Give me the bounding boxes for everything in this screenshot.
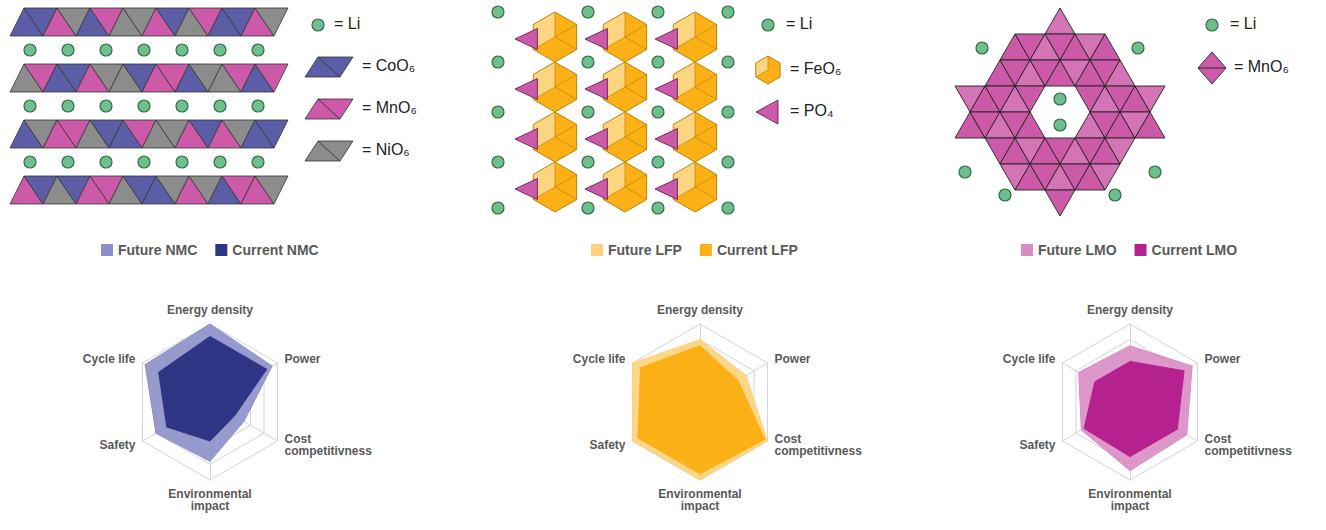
svg-text:impact: impact <box>681 499 720 513</box>
svg-text:Energy density: Energy density <box>1087 303 1173 317</box>
svg-text:Cost: Cost <box>1204 432 1232 446</box>
svg-text:impact: impact <box>191 499 230 513</box>
svg-text:Environmental: Environmental <box>658 487 742 501</box>
svg-text:Cost: Cost <box>284 432 312 446</box>
svg-text:Cycle life: Cycle life <box>573 352 626 366</box>
svg-text:Cycle life: Cycle life <box>83 352 136 366</box>
svg-text:= PO₄: = PO₄ <box>790 102 833 119</box>
svg-text:= Li: = Li <box>1230 15 1256 32</box>
svg-text:Future NMC: Future NMC <box>118 242 197 258</box>
svg-text:Safety: Safety <box>1019 438 1055 452</box>
svg-text:competitivness: competitivness <box>774 444 862 458</box>
svg-text:Environmental: Environmental <box>168 487 252 501</box>
svg-text:Energy density: Energy density <box>657 303 743 317</box>
svg-text:Current LMO: Current LMO <box>1152 242 1238 258</box>
svg-text:Current NMC: Current NMC <box>232 242 318 258</box>
svg-text:Safety: Safety <box>99 438 135 452</box>
svg-text:Power: Power <box>774 352 810 366</box>
svg-text:= CoO₆: = CoO₆ <box>362 57 415 74</box>
svg-text:impact: impact <box>1111 499 1150 513</box>
svg-text:Current LFP: Current LFP <box>717 242 798 258</box>
svg-text:= MnO₆: = MnO₆ <box>1234 58 1289 75</box>
svg-text:= Li: = Li <box>334 15 360 32</box>
svg-text:Energy density: Energy density <box>167 303 253 317</box>
svg-text:Power: Power <box>284 352 320 366</box>
svg-text:Safety: Safety <box>589 438 625 452</box>
svg-text:= Li: = Li <box>786 15 812 32</box>
svg-text:Cycle life: Cycle life <box>1003 352 1056 366</box>
svg-text:competitivness: competitivness <box>1204 444 1292 458</box>
svg-text:Future LFP: Future LFP <box>608 242 682 258</box>
svg-text:competitivness: competitivness <box>284 444 372 458</box>
svg-text:Power: Power <box>1204 352 1240 366</box>
svg-text:= NiO₆: = NiO₆ <box>362 141 410 158</box>
svg-text:= MnO₆: = MnO₆ <box>362 99 417 116</box>
svg-text:Cost: Cost <box>774 432 802 446</box>
svg-text:Future LMO: Future LMO <box>1038 242 1117 258</box>
svg-text:= FeO₆: = FeO₆ <box>790 60 841 77</box>
svg-text:Environmental: Environmental <box>1088 487 1172 501</box>
